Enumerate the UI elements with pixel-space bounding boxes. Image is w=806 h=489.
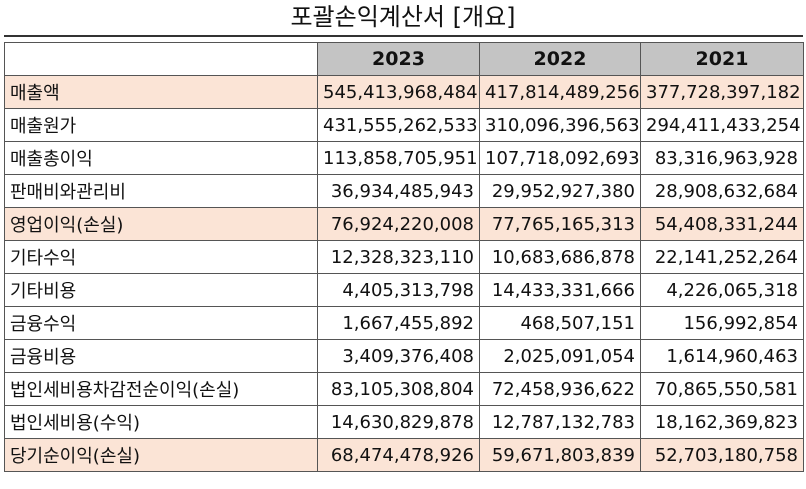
value-cell: 72,458,936,622 [479, 372, 641, 406]
year-header: 2023 [317, 42, 480, 76]
table-row: 기타비용 4,405,313,798 14,433,331,666 4,226,065… [4, 273, 804, 307]
value-cell: 545,413,968,484 [317, 75, 480, 109]
value-cell: 76,924,220,008 [317, 207, 480, 241]
value-cell: 14,630,829,878 [317, 405, 480, 439]
value-cell: 68,474,478,926 [317, 438, 480, 472]
value-cell: 10,683,686,878 [479, 240, 641, 274]
value-cell: 28,908,632,684 [640, 174, 804, 208]
row-label: 법인세비용(수익) [4, 405, 318, 439]
value-cell: 83,105,308,804 [317, 372, 480, 406]
value-cell: 77,765,165,313 [479, 207, 641, 241]
table-row: 기타수익 12,328,323,110 10,683,686,878 22,141,2… [4, 240, 804, 274]
row-label: 법인세비용차감전순이익(손실) [4, 372, 318, 406]
value-cell: 431,555,262,533 [317, 108, 480, 142]
value-cell: 22,141,252,264 [640, 240, 804, 274]
value-cell: 12,328,323,110 [317, 240, 480, 274]
value-cell: 59,671,803,839 [479, 438, 641, 472]
table-row: 매출총이익 113,858,705,951 107,718,092,693 83,31… [4, 141, 804, 175]
value-cell: 310,096,396,563 [479, 108, 641, 142]
row-label: 매출액 [4, 75, 318, 109]
value-cell: 83,316,963,928 [640, 141, 804, 175]
value-cell: 2,025,091,054 [479, 339, 641, 373]
table-row: 매출원가 431,555,262,533 310,096,396,563 294,41… [4, 108, 804, 142]
year-header: 2021 [640, 42, 804, 76]
value-cell: 70,865,550,581 [640, 372, 804, 406]
row-label: 당기순이익(손실) [4, 438, 318, 472]
table-row: 매출액 545,413,968,484 417,814,489,256 377,728… [4, 75, 804, 109]
value-cell: 52,703,180,758 [640, 438, 804, 472]
row-label: 영업이익(손실) [4, 207, 318, 241]
row-label: 기타비용 [4, 273, 318, 307]
value-cell: 12,787,132,783 [479, 405, 641, 439]
page-title: 포괄손익계산서 [개요] [290, 3, 516, 31]
table-row: 영업이익(손실) 76,924,220,008 77,765,165,313 54,4… [4, 207, 804, 241]
income-statement-table: 2023 2022 2021 매출액 545,413,968,484 417,814… [4, 42, 804, 472]
value-cell: 29,952,927,380 [479, 174, 641, 208]
value-cell: 377,728,397,182 [640, 75, 804, 109]
value-cell: 107,718,092,693 [479, 141, 641, 175]
row-label: 매출총이익 [4, 141, 318, 175]
row-label: 매출원가 [4, 108, 318, 142]
value-cell: 417,814,489,256 [479, 75, 641, 109]
value-cell: 54,408,331,244 [640, 207, 804, 241]
table-row: 법인세비용차감전순이익(손실) 83,105,308,804 72,458,936,… [4, 372, 804, 406]
value-cell: 113,858,705,951 [317, 141, 480, 175]
table-row: 금융수익 1,667,455,892 468,507,151 156,992,854 [4, 306, 804, 340]
value-cell: 14,433,331,666 [479, 273, 641, 307]
value-cell: 4,405,313,798 [317, 273, 480, 307]
row-label: 기타수익 [4, 240, 318, 274]
table-row: 금융비용 3,409,376,408 2,025,091,054 1,614,960,… [4, 339, 804, 373]
row-label: 금융비용 [4, 339, 318, 373]
header-blank-cell [4, 42, 318, 76]
value-cell: 468,507,151 [479, 306, 641, 340]
table-row: 판매비와관리비 36,934,485,943 29,952,927,380 28,90… [4, 174, 804, 208]
value-cell: 18,162,369,823 [640, 405, 804, 439]
value-cell: 4,226,065,318 [640, 273, 804, 307]
value-cell: 294,411,433,254 [640, 108, 804, 142]
table-row: 당기순이익(손실) 68,474,478,926 59,671,803,839 52,… [4, 438, 804, 472]
value-cell: 1,614,960,463 [640, 339, 804, 373]
value-cell: 36,934,485,943 [317, 174, 480, 208]
header-row: 2023 2022 2021 [4, 42, 804, 76]
row-label: 판매비와관리비 [4, 174, 318, 208]
row-label: 금융수익 [4, 306, 318, 340]
value-cell: 3,409,376,408 [317, 339, 480, 373]
value-cell: 156,992,854 [640, 306, 804, 340]
value-cell: 1,667,455,892 [317, 306, 480, 340]
title-divider [4, 35, 803, 37]
table-row: 법인세비용(수익) 14,630,829,878 12,787,132,783 18,… [4, 405, 804, 439]
year-header: 2022 [479, 42, 641, 76]
